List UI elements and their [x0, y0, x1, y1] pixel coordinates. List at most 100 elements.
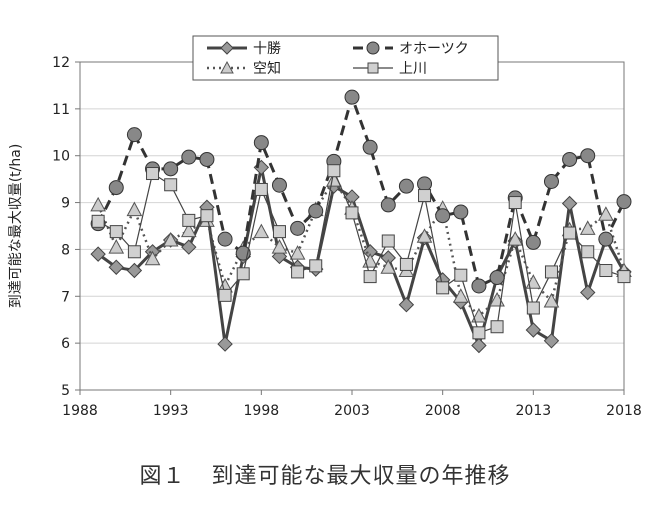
y-tick-label: 5	[61, 383, 70, 399]
data-point	[380, 197, 396, 213]
data-point	[182, 213, 196, 227]
data-point	[200, 209, 214, 223]
figure-caption: 図１ 到達可能な最大収量の年推移	[0, 458, 650, 490]
grid-lines	[80, 108, 624, 344]
data-point	[126, 262, 143, 279]
data-point	[289, 245, 306, 260]
data-point	[543, 333, 560, 349]
data-point	[416, 228, 433, 243]
data-point	[418, 189, 432, 203]
legend-swatch-marker	[220, 41, 234, 55]
data-point	[271, 248, 288, 265]
data-point	[217, 336, 233, 352]
data-point	[290, 220, 306, 236]
y-tick-label: 10	[52, 149, 70, 165]
data-point	[399, 257, 413, 271]
data-point	[327, 164, 341, 178]
data-point	[309, 259, 323, 273]
data-point	[380, 259, 397, 274]
data-point	[236, 267, 250, 281]
data-point	[435, 208, 451, 224]
data-point	[617, 270, 631, 284]
data-point	[90, 196, 106, 212]
data-point	[525, 322, 542, 338]
data-point	[507, 231, 524, 246]
y-tick-label: 12	[52, 55, 70, 71]
data-point	[544, 265, 558, 279]
data-point	[199, 151, 215, 167]
x-tick-label: 2013	[516, 403, 552, 419]
data-point	[581, 245, 595, 259]
x-tick-label: 1998	[244, 403, 280, 419]
data-point	[163, 161, 179, 177]
x-tick-label: 1993	[153, 403, 189, 419]
data-point	[253, 135, 269, 151]
data-point	[580, 148, 596, 164]
data-point	[398, 178, 414, 194]
legend-label: 空知	[253, 60, 281, 77]
data-point	[146, 167, 160, 181]
data-point	[217, 231, 233, 247]
series-triangle	[90, 172, 632, 323]
data-point	[561, 195, 578, 212]
data-point	[381, 234, 395, 248]
x-tick-label: 2008	[425, 403, 461, 419]
data-point	[218, 288, 232, 302]
data-point	[126, 127, 142, 143]
data-point	[344, 89, 360, 105]
data-point	[543, 292, 560, 308]
data-point	[291, 265, 305, 279]
data-point	[562, 151, 578, 167]
axes: 5 6 7 8 9 10 11 12 1988 1993 1998 2003 2008 2013 2018	[52, 55, 642, 419]
x-tick-label: 2003	[334, 403, 370, 419]
data-point	[345, 206, 359, 220]
data-point	[453, 204, 469, 220]
series-circle	[90, 89, 632, 294]
data-point	[126, 201, 143, 217]
data-point	[90, 246, 106, 262]
legend-swatch-marker	[367, 62, 379, 74]
data-point	[181, 239, 197, 255]
data-point	[471, 337, 487, 354]
data-point	[271, 177, 287, 193]
data-point	[543, 173, 559, 189]
data-point	[579, 220, 596, 235]
data-point	[598, 206, 614, 221]
x-tick-label: 1988	[62, 403, 98, 419]
legend-label: オホーツク	[399, 41, 469, 57]
figure-number: 図１	[139, 464, 186, 489]
data-point	[108, 180, 124, 196]
series-line	[97, 165, 626, 347]
data-point	[525, 234, 541, 250]
y-tick-label: 7	[61, 289, 70, 305]
series-group	[90, 89, 632, 354]
data-point	[563, 226, 577, 240]
data-point	[109, 225, 123, 239]
data-point	[454, 268, 468, 282]
data-point	[144, 250, 161, 266]
data-point	[108, 239, 125, 254]
data-point	[598, 231, 614, 247]
y-tick-label: 8	[61, 242, 70, 258]
x-tick-label: 2018	[606, 403, 642, 419]
data-point	[272, 225, 286, 239]
legend-item: 上川	[353, 61, 427, 77]
legend-label: 上川	[399, 61, 427, 77]
y-tick-label: 6	[61, 336, 70, 352]
data-point	[254, 182, 268, 196]
legend-item: 空知	[207, 60, 281, 77]
data-point	[181, 149, 197, 165]
data-point	[508, 196, 522, 210]
data-point	[452, 288, 469, 303]
data-point	[471, 307, 487, 323]
series-line	[97, 170, 625, 334]
legend-swatch-marker	[366, 41, 380, 55]
data-point	[489, 270, 505, 286]
data-point	[91, 214, 105, 228]
y-axis-label: 到達可能な最大収量(t/ha)	[8, 144, 24, 309]
data-point	[162, 232, 179, 247]
data-point	[599, 264, 613, 278]
data-point	[580, 284, 596, 301]
